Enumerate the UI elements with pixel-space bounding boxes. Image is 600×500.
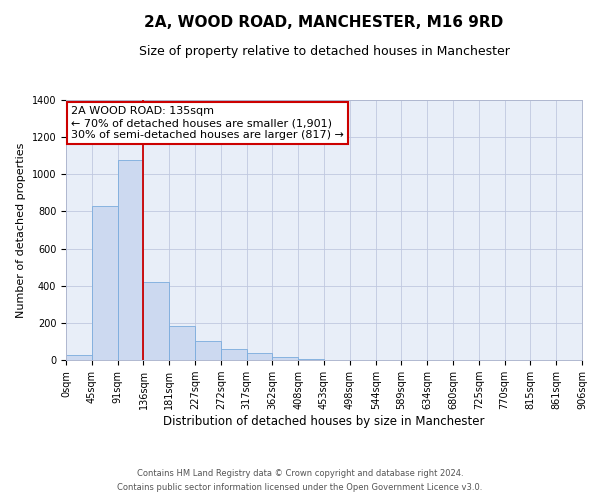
Bar <box>169 326 195 360</box>
Y-axis label: Number of detached properties: Number of detached properties <box>16 142 26 318</box>
Bar <box>143 282 169 360</box>
Text: 2A WOOD ROAD: 135sqm
← 70% of detached houses are smaller (1,901)
30% of semi-de: 2A WOOD ROAD: 135sqm ← 70% of detached h… <box>71 106 344 140</box>
X-axis label: Distribution of detached houses by size in Manchester: Distribution of detached houses by size … <box>163 415 485 428</box>
Bar <box>272 357 298 360</box>
Text: Size of property relative to detached houses in Manchester: Size of property relative to detached ho… <box>139 45 509 58</box>
Bar <box>118 160 143 360</box>
Bar <box>298 359 324 360</box>
Bar <box>221 349 247 360</box>
Bar <box>66 356 92 360</box>
Text: 2A, WOOD ROAD, MANCHESTER, M16 9RD: 2A, WOOD ROAD, MANCHESTER, M16 9RD <box>145 15 503 30</box>
Text: Contains public sector information licensed under the Open Government Licence v3: Contains public sector information licen… <box>118 484 482 492</box>
Bar <box>195 340 221 360</box>
Bar <box>247 352 272 360</box>
Bar <box>92 206 118 360</box>
Text: Contains HM Land Registry data © Crown copyright and database right 2024.: Contains HM Land Registry data © Crown c… <box>137 468 463 477</box>
